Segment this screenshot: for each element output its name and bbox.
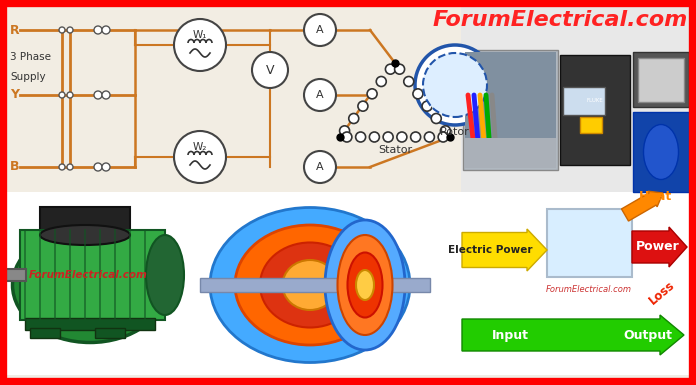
Ellipse shape [13,228,168,343]
Bar [633,52,689,107]
Circle shape [67,27,73,33]
Text: 3 Phase: 3 Phase [10,52,51,62]
Bar [95,328,125,338]
Circle shape [59,92,65,98]
Circle shape [432,114,441,124]
Bar [461,6,693,192]
Circle shape [358,101,368,111]
Text: Rotor: Rotor [440,127,470,137]
Circle shape [395,64,404,74]
Circle shape [67,92,73,98]
Circle shape [386,64,395,74]
Bar [638,58,684,102]
Circle shape [59,27,65,33]
Bar [20,230,165,320]
Bar [6,192,692,375]
Circle shape [59,164,65,170]
Circle shape [252,52,288,88]
Text: Electric Power: Electric Power [448,245,532,255]
FancyArrow shape [632,227,687,267]
Circle shape [342,132,352,142]
FancyArrow shape [462,315,684,355]
Circle shape [304,151,336,183]
Circle shape [102,26,110,34]
Bar [633,112,689,192]
Bar [200,278,430,292]
Text: B: B [10,161,19,174]
Text: FLUKE: FLUKE [587,97,603,102]
Circle shape [174,19,226,71]
Ellipse shape [325,220,405,350]
Text: A: A [316,90,324,100]
Bar [563,87,605,115]
Bar [6,269,26,281]
Circle shape [441,126,450,136]
Text: W₁: W₁ [193,30,207,40]
Bar [6,6,461,192]
Text: W₂: W₂ [193,142,207,152]
Circle shape [404,77,413,87]
Bar [560,55,630,165]
Circle shape [411,132,420,142]
Text: Y: Y [10,89,19,102]
Text: Loss: Loss [647,278,677,308]
Bar [30,328,60,338]
Bar [465,138,556,168]
Ellipse shape [644,124,679,179]
Text: ForumElectrical.com: ForumElectrical.com [546,286,632,295]
Circle shape [174,131,226,183]
Circle shape [67,164,73,170]
Circle shape [102,163,110,171]
Circle shape [304,79,336,111]
Bar [25,318,155,330]
Bar [580,117,602,133]
Circle shape [349,114,358,124]
Ellipse shape [40,225,130,245]
Text: R: R [10,23,19,37]
Ellipse shape [210,208,410,363]
Ellipse shape [283,260,338,310]
Circle shape [423,53,487,117]
Text: ForumElectrical.com: ForumElectrical.com [432,10,688,30]
Text: Stator: Stator [378,145,412,155]
Circle shape [356,132,365,142]
Ellipse shape [338,235,393,335]
Text: Input: Input [491,328,528,341]
Circle shape [383,132,393,142]
Ellipse shape [146,235,184,315]
Text: Output: Output [624,328,672,341]
Bar [547,209,632,277]
Circle shape [422,101,432,111]
Circle shape [370,132,379,142]
Text: A: A [316,25,324,35]
Ellipse shape [356,270,374,300]
Text: ForumElectrical.com: ForumElectrical.com [29,270,148,280]
FancyArrow shape [462,229,547,271]
Circle shape [304,14,336,46]
Circle shape [415,45,495,125]
Text: A: A [316,162,324,172]
Circle shape [377,77,386,87]
Bar [40,207,130,235]
Text: V: V [266,64,274,77]
Text: Supply: Supply [10,72,46,82]
Ellipse shape [235,225,385,345]
Circle shape [102,91,110,99]
Text: Heat: Heat [638,191,672,204]
Circle shape [367,89,377,99]
Ellipse shape [347,253,383,318]
FancyArrow shape [622,191,663,221]
Circle shape [94,26,102,34]
Ellipse shape [260,243,360,328]
Bar [463,50,558,170]
Circle shape [438,132,448,142]
Circle shape [340,126,349,136]
Text: Power: Power [636,241,680,253]
Circle shape [413,89,423,99]
Circle shape [397,132,407,142]
Circle shape [94,91,102,99]
Bar [465,52,556,168]
Circle shape [425,132,434,142]
Circle shape [94,163,102,171]
